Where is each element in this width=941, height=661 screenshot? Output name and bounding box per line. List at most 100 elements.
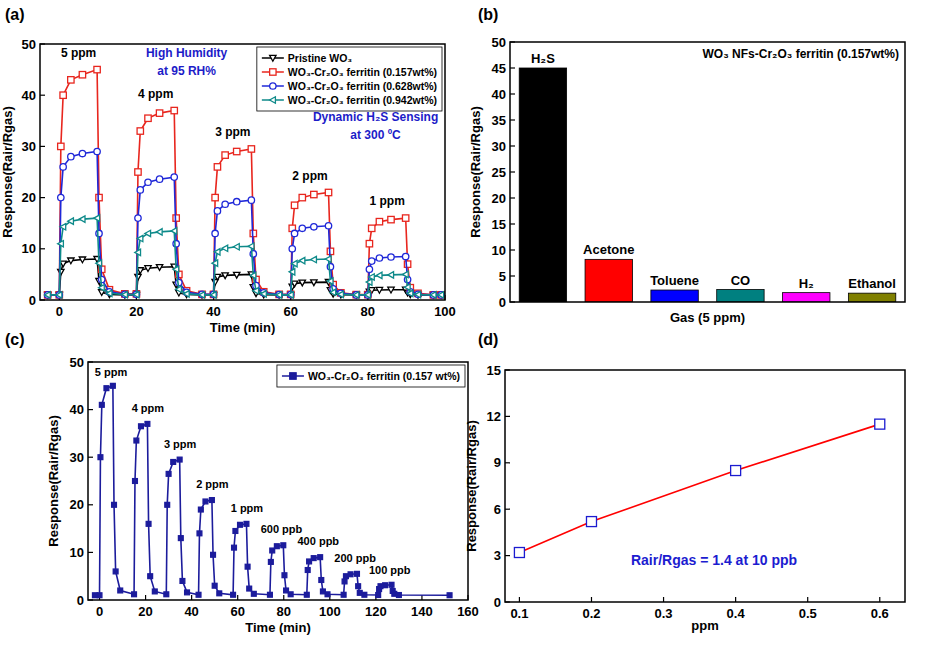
data-point xyxy=(196,592,201,597)
data-point xyxy=(365,292,371,298)
data-point xyxy=(325,592,330,597)
data-point xyxy=(388,287,394,293)
y-tick-label: 40 xyxy=(70,402,84,417)
data-point xyxy=(289,246,295,252)
data-point xyxy=(875,419,885,429)
data-point xyxy=(389,582,394,587)
data-point xyxy=(253,288,259,294)
figure: (a)01020304050020406080100Time (min)Resp… xyxy=(0,0,941,661)
series-line xyxy=(48,70,441,295)
data-point xyxy=(330,289,336,295)
data-point xyxy=(171,174,177,180)
panel-label: (d) xyxy=(478,331,498,348)
data-point xyxy=(166,471,171,476)
x-tick-label: 100 xyxy=(319,604,341,619)
data-point xyxy=(325,256,331,262)
data-point xyxy=(248,197,254,203)
data-point xyxy=(45,292,51,298)
data-point xyxy=(268,560,273,565)
data-point xyxy=(415,291,421,297)
y-tick-label: 45 xyxy=(492,61,506,76)
data-point xyxy=(210,292,216,298)
data-point xyxy=(211,552,216,557)
data-point xyxy=(146,521,151,526)
plot-area xyxy=(93,383,452,597)
data-point xyxy=(222,273,228,279)
data-point xyxy=(430,292,436,298)
data-point xyxy=(231,592,236,597)
data-point xyxy=(388,254,394,260)
y-axis-label: Response(Rair/Rgas) xyxy=(464,420,479,551)
data-point xyxy=(164,592,169,597)
data-point xyxy=(152,589,157,594)
series-line xyxy=(48,259,441,295)
data-point xyxy=(319,578,324,583)
data-point xyxy=(407,290,413,296)
data-point xyxy=(56,292,62,298)
data-point xyxy=(94,215,100,221)
x-tick-label: 80 xyxy=(277,604,291,619)
x-tick-label: 0.5 xyxy=(799,606,817,621)
annotation: Rair/Rgas = 1.4 at 10 ppb xyxy=(631,552,797,568)
data-point xyxy=(135,274,141,280)
legend-box xyxy=(257,47,442,111)
annotation: 4 ppm xyxy=(138,87,173,101)
y-tick-label: 9 xyxy=(494,455,501,470)
data-point xyxy=(79,257,85,263)
data-point xyxy=(79,72,85,78)
x-tick-label: 20 xyxy=(129,304,143,319)
annotation: at 95 RH% xyxy=(157,64,216,78)
data-point xyxy=(104,386,109,391)
data-point xyxy=(327,278,333,284)
y-tick-label: 0 xyxy=(29,293,36,308)
data-point xyxy=(60,92,66,98)
data-point xyxy=(177,457,182,462)
data-point xyxy=(251,591,256,596)
data-point xyxy=(234,148,240,154)
data-point xyxy=(156,110,162,116)
annotation: 1 ppm xyxy=(369,194,404,208)
data-point xyxy=(94,66,100,72)
y-axis-label: Response(Rair/Rgas) xyxy=(468,106,483,237)
data-point xyxy=(233,529,238,534)
data-point xyxy=(514,548,524,558)
data-point xyxy=(135,169,141,175)
legend-label: Pristine WO₃ xyxy=(288,52,353,64)
x-tick-label: 120 xyxy=(365,604,387,619)
data-point xyxy=(185,590,190,595)
data-point xyxy=(325,223,331,229)
plot-frame xyxy=(505,370,905,602)
y-tick-label: 5 xyxy=(499,269,506,284)
data-point xyxy=(244,521,249,526)
data-point xyxy=(338,291,344,297)
data-point xyxy=(291,230,297,236)
y-tick-label: 40 xyxy=(22,88,36,103)
annotation: 2 ppm xyxy=(292,169,327,183)
data-point xyxy=(212,230,218,236)
data-point xyxy=(99,285,105,291)
data-point xyxy=(281,543,286,548)
data-point xyxy=(122,291,128,297)
y-tick-label: 10 xyxy=(492,243,506,258)
data-point xyxy=(96,260,102,266)
data-point xyxy=(311,280,317,286)
data-point xyxy=(212,194,218,200)
category-label: CO xyxy=(731,273,751,288)
panel: (a)01020304050020406080100Time (min)Resp… xyxy=(0,6,456,335)
data-point xyxy=(288,291,294,297)
data-point xyxy=(353,292,359,298)
category-label: Acetone xyxy=(583,242,634,257)
legend-marker xyxy=(270,97,276,103)
annotation: 100 ppb xyxy=(369,564,411,576)
x-tick-label: 20 xyxy=(138,604,152,619)
data-point xyxy=(430,292,436,298)
y-tick-label: 20 xyxy=(70,497,84,512)
y-tick-label: 30 xyxy=(22,139,36,154)
data-point xyxy=(171,228,177,234)
data-point xyxy=(304,592,309,597)
data-point xyxy=(133,291,139,297)
data-point xyxy=(137,128,143,134)
data-point xyxy=(311,256,317,262)
legend-label: WO₃-Cr₂O₃ ferritin (0.628wt%) xyxy=(288,80,437,92)
annotation: 2 ppm xyxy=(196,478,229,490)
